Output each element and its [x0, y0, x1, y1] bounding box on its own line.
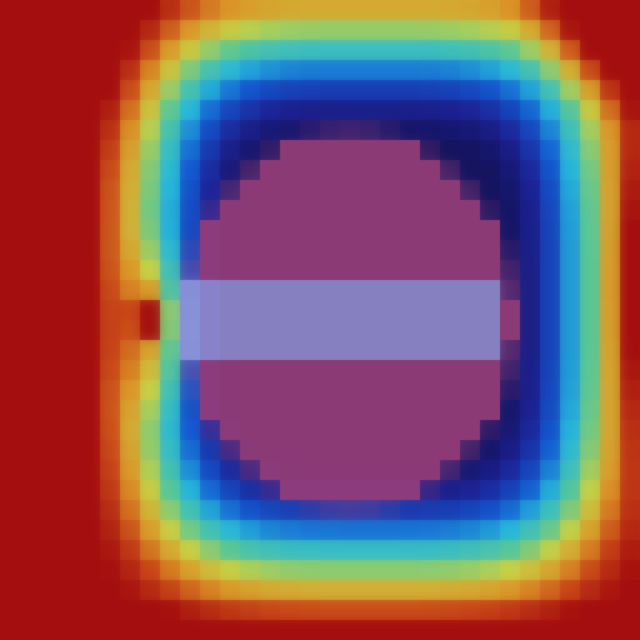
- heatmap-canvas: [0, 0, 640, 640]
- heatmap-image: [0, 0, 640, 640]
- heatmap-overlay: [0, 0, 640, 640]
